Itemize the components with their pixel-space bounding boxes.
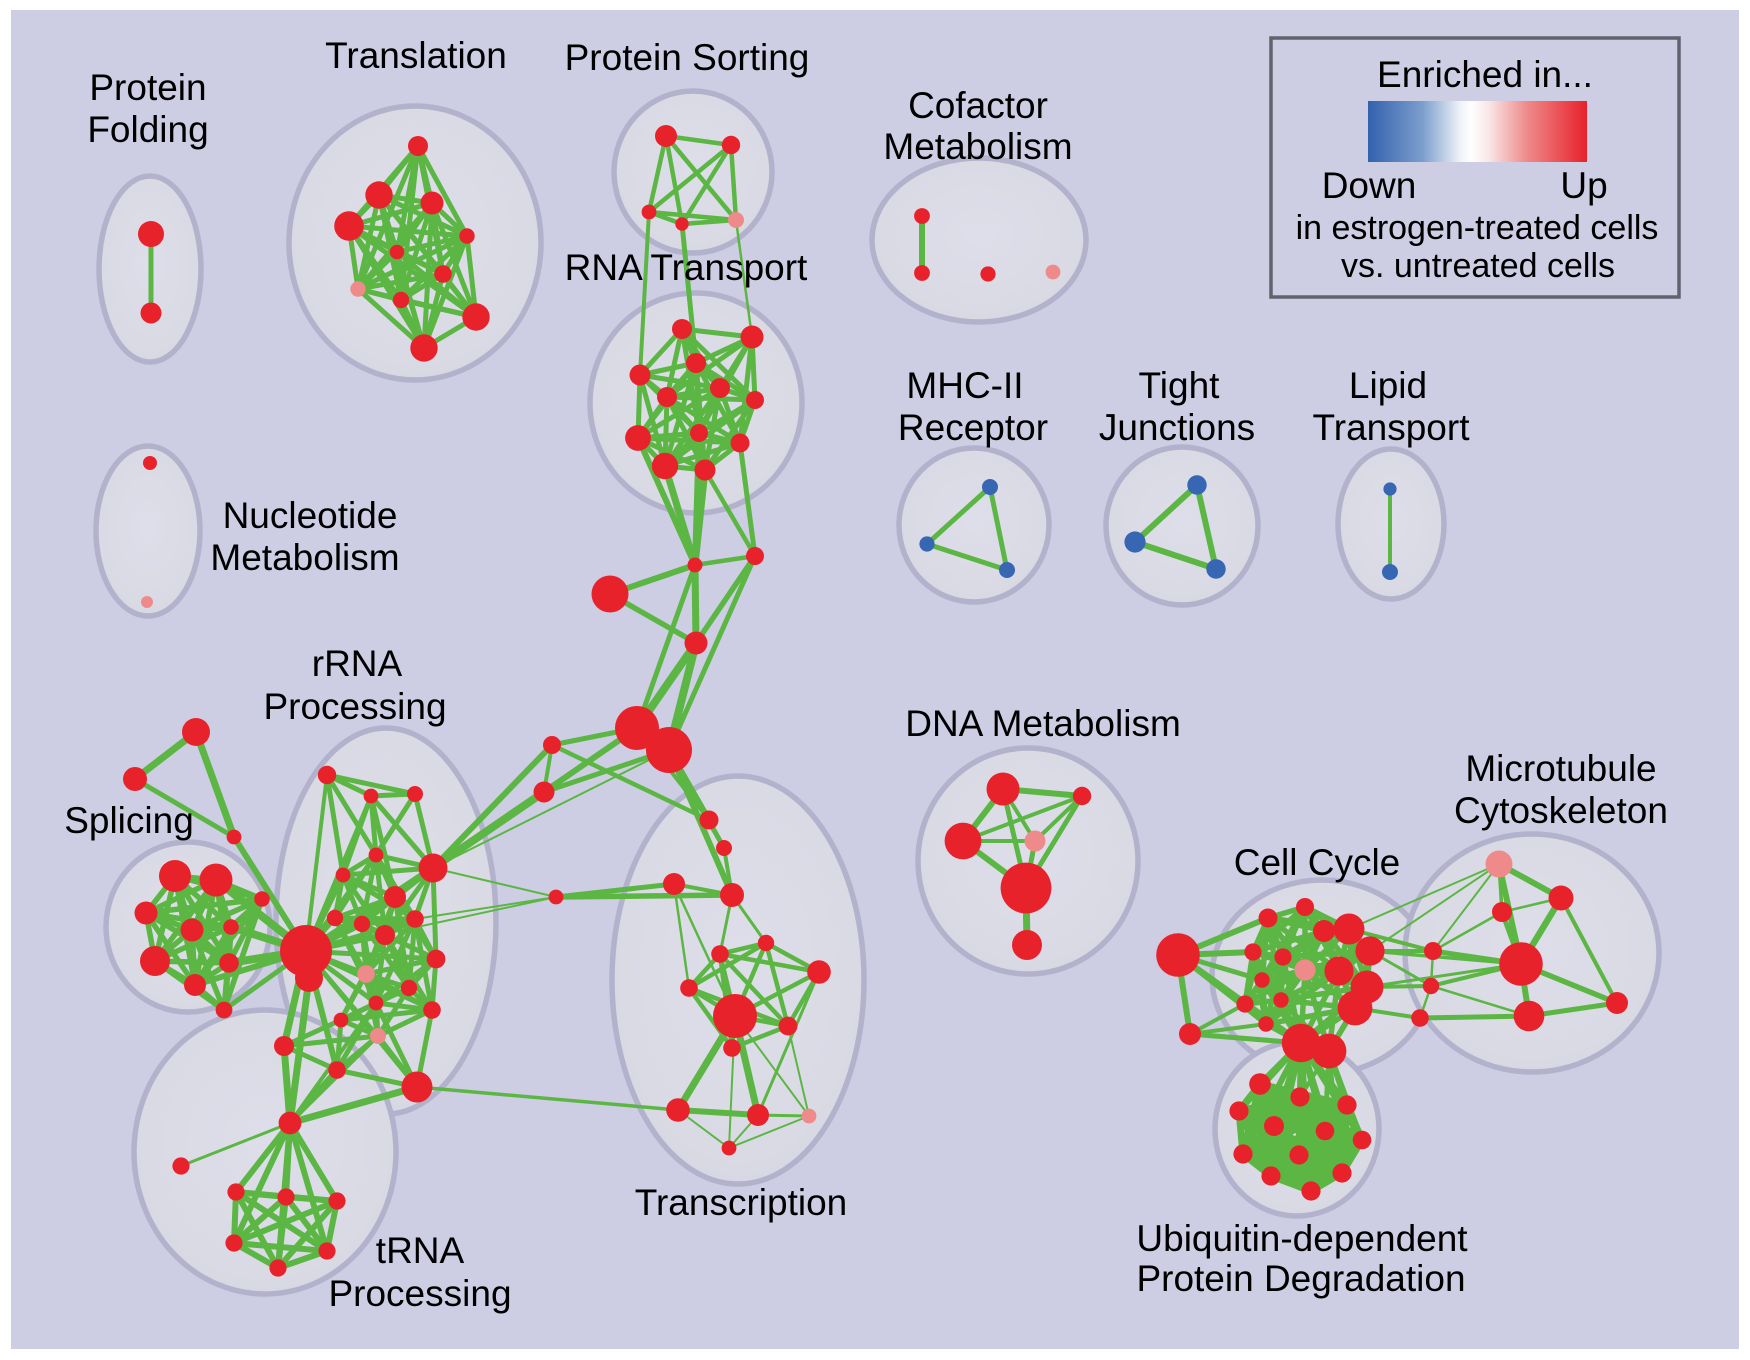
svg-text:Protein Sorting: Protein Sorting	[565, 37, 810, 78]
svg-text:Ubiquitin-dependent: Ubiquitin-dependent	[1136, 1218, 1468, 1259]
svg-text:Processing: Processing	[328, 1273, 511, 1314]
svg-text:Metabolism: Metabolism	[883, 126, 1072, 167]
svg-text:Cofactor: Cofactor	[908, 85, 1048, 126]
svg-text:in estrogen-treated cells: in estrogen-treated cells	[1296, 209, 1659, 247]
svg-text:Junctions: Junctions	[1099, 407, 1255, 448]
svg-text:Cytoskeleton: Cytoskeleton	[1454, 790, 1668, 831]
svg-text:Nucleotide: Nucleotide	[223, 495, 398, 536]
svg-text:Splicing: Splicing	[64, 800, 194, 841]
svg-text:Protein: Protein	[89, 67, 206, 108]
svg-text:Up: Up	[1560, 165, 1607, 206]
svg-text:Tight: Tight	[1139, 365, 1221, 406]
svg-text:Folding: Folding	[87, 109, 208, 150]
svg-text:Cell Cycle: Cell Cycle	[1234, 842, 1401, 883]
svg-text:Receptor: Receptor	[898, 407, 1048, 448]
svg-text:RNA Transport: RNA Transport	[565, 247, 808, 288]
svg-text:DNA Metabolism: DNA Metabolism	[905, 703, 1181, 744]
svg-text:vs. untreated cells: vs. untreated cells	[1341, 247, 1615, 285]
svg-text:Translation: Translation	[325, 35, 507, 76]
svg-text:Lipid: Lipid	[1349, 365, 1427, 406]
svg-text:Transport: Transport	[1313, 407, 1471, 448]
svg-text:MHC-II: MHC-II	[906, 365, 1023, 406]
svg-text:rRNA: rRNA	[312, 643, 403, 684]
svg-text:Transcription: Transcription	[635, 1182, 847, 1223]
svg-text:Enriched in...: Enriched in...	[1377, 54, 1593, 95]
svg-text:Down: Down	[1322, 165, 1417, 206]
svg-text:tRNA: tRNA	[376, 1230, 465, 1271]
svg-text:Processing: Processing	[263, 686, 446, 727]
svg-text:Microtubule: Microtubule	[1465, 748, 1656, 789]
svg-text:Protein Degradation: Protein Degradation	[1136, 1258, 1465, 1299]
svg-text:Metabolism: Metabolism	[210, 537, 399, 578]
